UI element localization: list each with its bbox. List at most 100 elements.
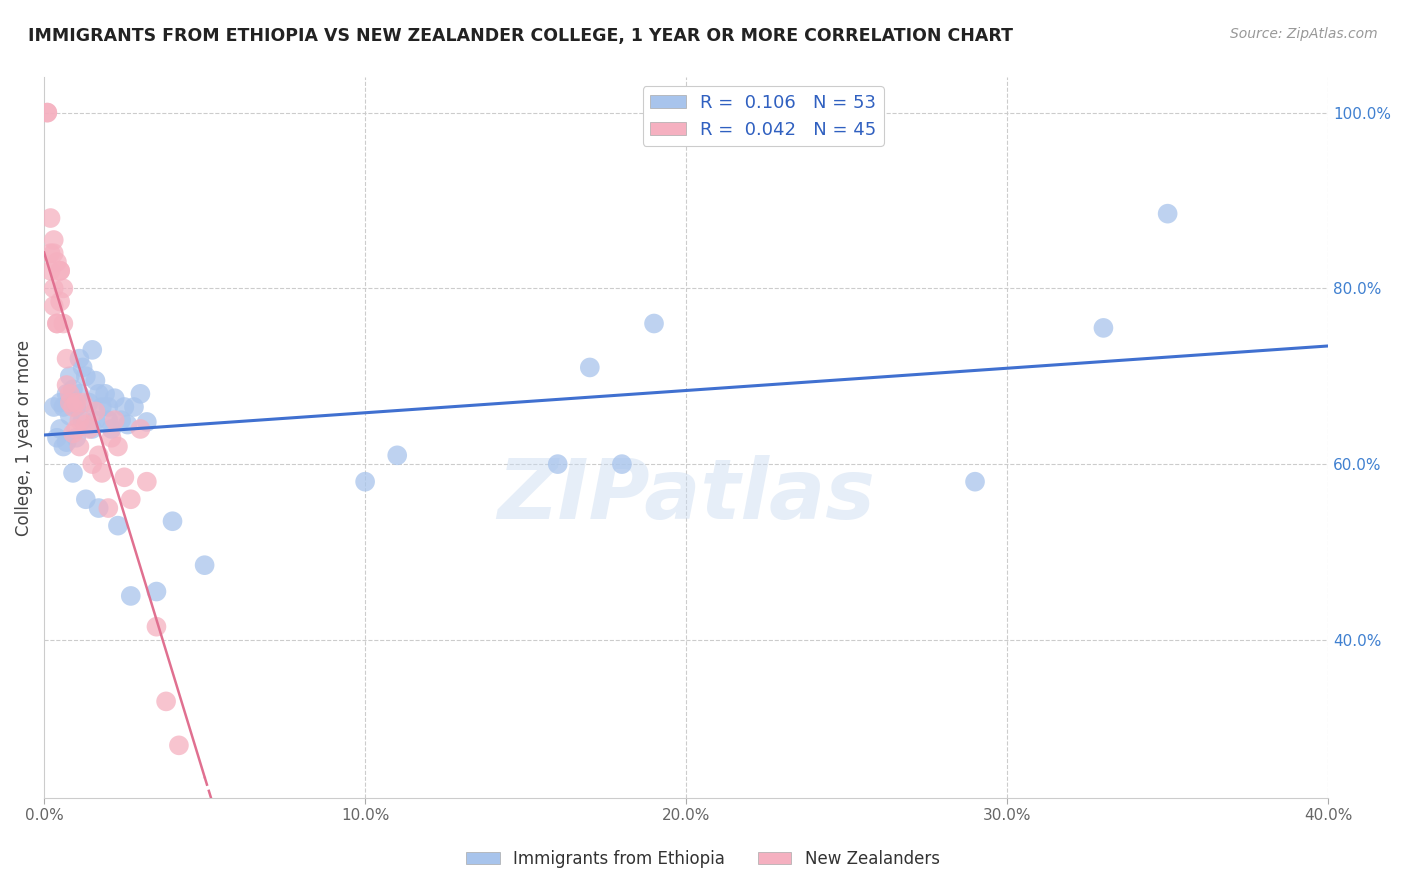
Point	[77, 422, 100, 436]
Point	[194, 558, 217, 573]
Point	[90, 400, 112, 414]
Point	[46, 317, 69, 331]
Point	[46, 255, 69, 269]
Point	[75, 369, 97, 384]
Point	[94, 386, 117, 401]
Point	[55, 386, 77, 401]
Point	[97, 400, 120, 414]
Point	[42, 281, 65, 295]
Point	[46, 431, 69, 445]
Point	[65, 431, 87, 445]
Point	[84, 413, 107, 427]
Point	[52, 440, 75, 454]
Point	[104, 413, 127, 427]
Point	[42, 400, 65, 414]
Text: ZIPatlas: ZIPatlas	[498, 455, 875, 536]
Point	[135, 475, 157, 489]
Point	[354, 475, 377, 489]
Point	[59, 395, 82, 409]
Point	[37, 105, 59, 120]
Point	[42, 299, 65, 313]
Point	[155, 694, 177, 708]
Point	[62, 383, 84, 397]
Point	[67, 413, 90, 427]
Point	[55, 351, 77, 366]
Point	[39, 264, 62, 278]
Point	[117, 417, 139, 432]
Point	[100, 422, 122, 436]
Point	[1092, 321, 1115, 335]
Point	[52, 281, 75, 295]
Point	[72, 395, 94, 409]
Point	[87, 386, 110, 401]
Point	[112, 400, 135, 414]
Point	[52, 400, 75, 414]
Point	[49, 395, 72, 409]
Point	[42, 233, 65, 247]
Point	[39, 246, 62, 260]
Point	[65, 400, 87, 414]
Point	[82, 457, 104, 471]
Point	[39, 211, 62, 225]
Point	[579, 360, 602, 375]
Point	[65, 422, 87, 436]
Point	[67, 351, 90, 366]
Point	[82, 422, 104, 436]
Point	[97, 413, 120, 427]
Point	[145, 620, 167, 634]
Point	[72, 360, 94, 375]
Point	[547, 457, 569, 471]
Point	[100, 431, 122, 445]
Point	[120, 589, 142, 603]
Point	[55, 435, 77, 450]
Point	[97, 501, 120, 516]
Point	[67, 440, 90, 454]
Point	[167, 739, 190, 753]
Point	[62, 466, 84, 480]
Point	[52, 317, 75, 331]
Point	[122, 400, 145, 414]
Point	[46, 317, 69, 331]
Point	[77, 395, 100, 409]
Point	[84, 374, 107, 388]
Point	[643, 317, 665, 331]
Point	[110, 413, 132, 427]
Point	[120, 492, 142, 507]
Point	[49, 294, 72, 309]
Point	[55, 378, 77, 392]
Point	[67, 386, 90, 401]
Point	[107, 440, 129, 454]
Point	[62, 426, 84, 441]
Point	[129, 422, 152, 436]
Point	[72, 413, 94, 427]
Point	[112, 470, 135, 484]
Point	[90, 466, 112, 480]
Point	[84, 404, 107, 418]
Point	[59, 386, 82, 401]
Point	[37, 105, 59, 120]
Y-axis label: College, 1 year or more: College, 1 year or more	[15, 340, 32, 536]
Point	[963, 475, 986, 489]
Point	[135, 415, 157, 429]
Point	[42, 246, 65, 260]
Point	[75, 417, 97, 432]
Legend: R =  0.106   N = 53, R =  0.042   N = 45: R = 0.106 N = 53, R = 0.042 N = 45	[643, 87, 884, 146]
Point	[59, 369, 82, 384]
Point	[49, 422, 72, 436]
Point	[145, 584, 167, 599]
Text: IMMIGRANTS FROM ETHIOPIA VS NEW ZEALANDER COLLEGE, 1 YEAR OR MORE CORRELATION CH: IMMIGRANTS FROM ETHIOPIA VS NEW ZEALANDE…	[28, 27, 1014, 45]
Point	[87, 501, 110, 516]
Point	[65, 395, 87, 409]
Text: Source: ZipAtlas.com: Source: ZipAtlas.com	[1230, 27, 1378, 41]
Point	[49, 264, 72, 278]
Point	[610, 457, 633, 471]
Point	[1156, 207, 1178, 221]
Point	[82, 343, 104, 357]
Point	[129, 386, 152, 401]
Point	[59, 409, 82, 423]
Point	[49, 264, 72, 278]
Point	[62, 400, 84, 414]
Point	[87, 448, 110, 462]
Point	[75, 492, 97, 507]
Point	[104, 391, 127, 405]
